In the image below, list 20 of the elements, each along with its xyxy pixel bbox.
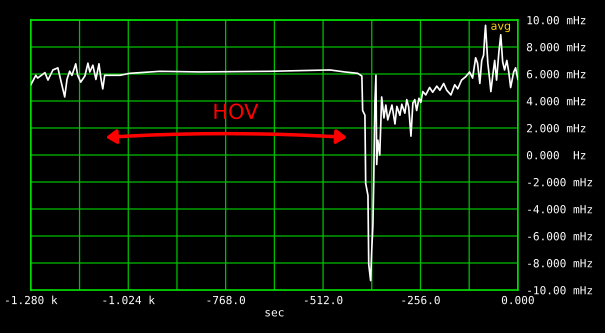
annotation: avg (491, 24, 510, 32)
y-tick-label: 2.000 mHz (527, 124, 586, 132)
y-tick-label: -6.000 mHz (528, 232, 592, 240)
y-tick-label: 8.000 mHz (526, 42, 586, 52)
x-tick-label: -1.280 k (6, 296, 58, 304)
x-axis-title: sec (265, 310, 284, 316)
line-series (30, 24, 518, 282)
y-tick-label: 4.000 mHz (526, 97, 586, 106)
y-tick-label: 10.00 mHz (528, 16, 586, 24)
y-tick-label: -10.00 mHz (528, 286, 592, 294)
y-tick-label: -2.000 mHz (528, 178, 592, 186)
x-tick-label: 0.000 (502, 296, 534, 304)
x-tick-label: -1.024 k (103, 296, 155, 304)
y-tick-label: -4.000 mHz (528, 205, 592, 214)
x-tick-label: -512.0 (304, 296, 342, 304)
y-tick-label: 0.000 Hz (526, 151, 586, 160)
x-tick-label: -768.0 (208, 296, 246, 304)
x-tick-label: -256.0 (402, 296, 440, 304)
y-tick-label: -8.000 mHz (528, 259, 592, 268)
y-tick-label: 6.000 mHz (526, 70, 586, 78)
